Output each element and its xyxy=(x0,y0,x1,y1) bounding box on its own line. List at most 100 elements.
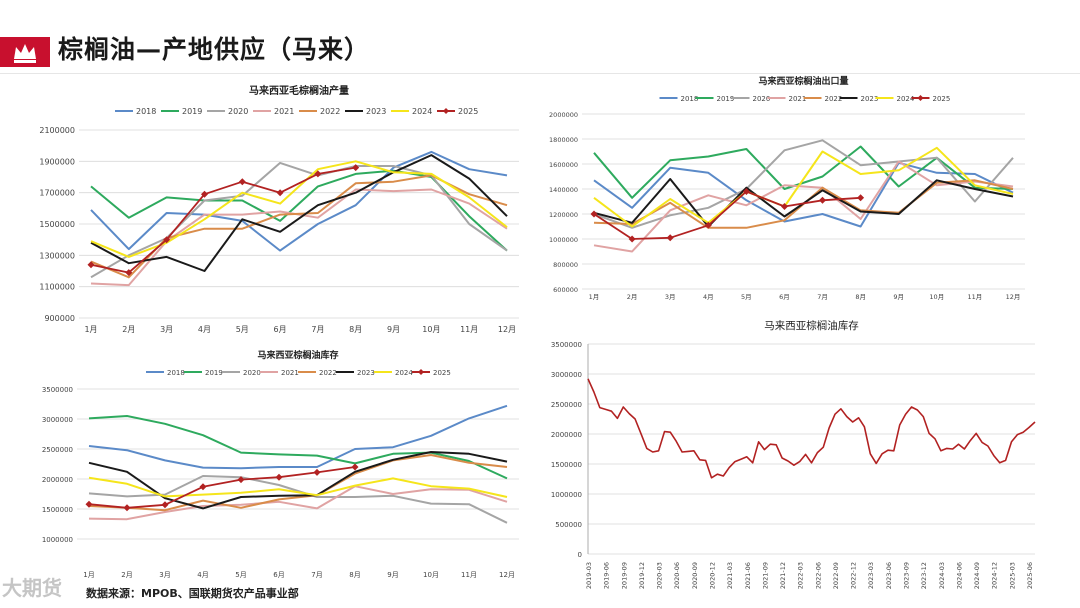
x-tick-label: 7月 xyxy=(311,571,322,579)
y-tick-label: 2000000 xyxy=(42,476,73,484)
chart-title: 马来西亚棕榈油库存 xyxy=(257,349,338,361)
legend-label-2019: 2019 xyxy=(717,95,735,103)
data-point-2025 xyxy=(313,468,321,476)
stock-history-chart: 马来西亚棕榈油库存 0 500000 1000000 1500000 2000000 250… xyxy=(551,319,1036,589)
y-tick-label: 1100000 xyxy=(39,283,75,292)
series-line-2024 xyxy=(593,146,1014,228)
legend-label-2020: 2020 xyxy=(753,95,771,103)
x-tick-label: 2025-06 xyxy=(1026,562,1034,589)
x-tick-label: 2020-03 xyxy=(656,562,664,589)
production-chart: 马来西亚毛棕榈油产量 2018 2019 2020 2021 2022 2023 2024 20… xyxy=(39,84,519,334)
x-tick-label: 9月 xyxy=(893,293,904,301)
legend-item-2018: 2018 xyxy=(659,95,698,103)
legend-label-2021: 2021 xyxy=(281,369,299,377)
x-tick-label: 2月 xyxy=(121,571,132,579)
data-point-2025 xyxy=(276,189,284,197)
series-line-2018 xyxy=(88,404,508,470)
legend-label-2022: 2022 xyxy=(825,95,843,103)
x-tick-label: 2024-12 xyxy=(991,562,999,589)
x-tick-label: 8月 xyxy=(349,571,360,579)
data-point-2025 xyxy=(314,170,322,178)
y-tick-label: 900000 xyxy=(44,314,75,323)
legend-item-2025: 2025 xyxy=(911,95,950,103)
y-tick-label: 3000000 xyxy=(551,371,582,379)
y-tick-label: 2500000 xyxy=(42,446,73,454)
x-tick-label: 11月 xyxy=(461,571,477,579)
legend-item-2019: 2019 xyxy=(161,107,202,116)
x-tick-label: 1月 xyxy=(589,293,600,301)
x-tick-label: 3月 xyxy=(160,325,173,334)
y-tick-label: 3000000 xyxy=(42,416,73,424)
data-point-2025 xyxy=(123,504,131,512)
legend-label-2022: 2022 xyxy=(319,369,337,377)
legend-marker-2025 xyxy=(443,108,449,114)
legend-item-2025: 2025 xyxy=(412,369,451,377)
x-tick-label: 3月 xyxy=(665,293,676,301)
legend-label-2021: 2021 xyxy=(789,95,807,103)
legend-label-2023: 2023 xyxy=(861,95,879,103)
data-point-2025 xyxy=(275,473,283,481)
y-tick-label: 3500000 xyxy=(42,386,73,394)
x-tick-label: 7月 xyxy=(817,293,828,301)
chart-title: 马来西亚棕榈油出口量 xyxy=(758,75,848,87)
legend-label-2023: 2023 xyxy=(366,107,386,116)
y-tick-label: 3500000 xyxy=(551,341,582,349)
x-tick-label: 2023-06 xyxy=(885,562,893,589)
y-tick-label: 1500000 xyxy=(39,220,75,229)
legend-item-2023: 2023 xyxy=(839,95,879,103)
series-line-2025 xyxy=(88,466,356,509)
legend-label-2019: 2019 xyxy=(205,369,223,377)
x-tick-label: 2019-03 xyxy=(585,562,593,589)
x-tick-label: 11月 xyxy=(968,293,983,301)
x-tick-label: 2022-09 xyxy=(832,562,840,589)
legend-marker-2025 xyxy=(917,95,924,101)
data-point-2025 xyxy=(125,269,133,277)
legend-item-2023: 2023 xyxy=(345,107,386,116)
data-point-2025 xyxy=(87,261,95,269)
series-line-2024 xyxy=(88,476,508,498)
x-tick-label: 10月 xyxy=(422,325,440,334)
legend-label-2023: 2023 xyxy=(357,369,375,377)
legend-item-2022: 2022 xyxy=(298,369,337,377)
legend-label-2020: 2020 xyxy=(243,369,261,377)
x-tick-label: 12月 xyxy=(1006,293,1021,301)
data-point-2025 xyxy=(238,178,246,186)
chart-title: 马来西亚毛棕榈油产量 xyxy=(249,84,349,97)
y-tick-label: 1900000 xyxy=(39,157,75,166)
x-tick-label: 12月 xyxy=(498,325,516,334)
source-note: 数据来源：MPOB、国联期货农产品事业部 xyxy=(86,587,299,600)
data-point-2025 xyxy=(352,164,360,172)
x-tick-label: 7月 xyxy=(311,325,324,334)
x-tick-label: 2021-09 xyxy=(761,562,769,589)
series-line-2019 xyxy=(88,415,508,480)
page-header: 棕榈油—产地供应（马来） xyxy=(0,0,1080,80)
y-tick-label: 1800000 xyxy=(549,136,578,144)
x-tick-label: 2021-06 xyxy=(744,562,752,589)
x-tick-label: 2023-09 xyxy=(903,562,911,589)
data-point-2025 xyxy=(201,190,208,198)
legend-item-2019: 2019 xyxy=(184,369,223,377)
x-tick-label: 2022-03 xyxy=(797,562,805,589)
x-tick-label: 4月 xyxy=(703,293,714,301)
y-tick-label: 2500000 xyxy=(551,401,582,409)
legend-item-2024: 2024 xyxy=(374,369,413,377)
x-tick-label: 2020-09 xyxy=(691,562,699,589)
y-tick-label: 1600000 xyxy=(549,161,578,169)
x-tick-label: 9月 xyxy=(387,325,400,334)
legend-label-2024: 2024 xyxy=(412,107,432,116)
legend-item-2020: 2020 xyxy=(731,95,771,103)
x-tick-label: 6月 xyxy=(779,293,790,301)
stock-chart: 马来西亚棕榈油库存 2018 2019 2020 2021 2022 2023 2024 202… xyxy=(42,349,519,579)
legend-label-2021: 2021 xyxy=(274,107,294,116)
x-tick-label: 8月 xyxy=(349,325,362,334)
legend-item-2022: 2022 xyxy=(803,95,843,103)
legend-label-2018: 2018 xyxy=(136,107,156,116)
legend-item-2023: 2023 xyxy=(336,369,375,377)
x-tick-label: 2020-06 xyxy=(673,562,681,589)
legend-item-2022: 2022 xyxy=(299,107,340,116)
x-tick-label: 4月 xyxy=(198,325,211,334)
x-tick-label: 2024-06 xyxy=(955,562,963,589)
x-tick-label: 2022-06 xyxy=(814,562,822,589)
x-tick-label: 2021-03 xyxy=(726,562,734,589)
legend-item-2020: 2020 xyxy=(222,369,261,377)
